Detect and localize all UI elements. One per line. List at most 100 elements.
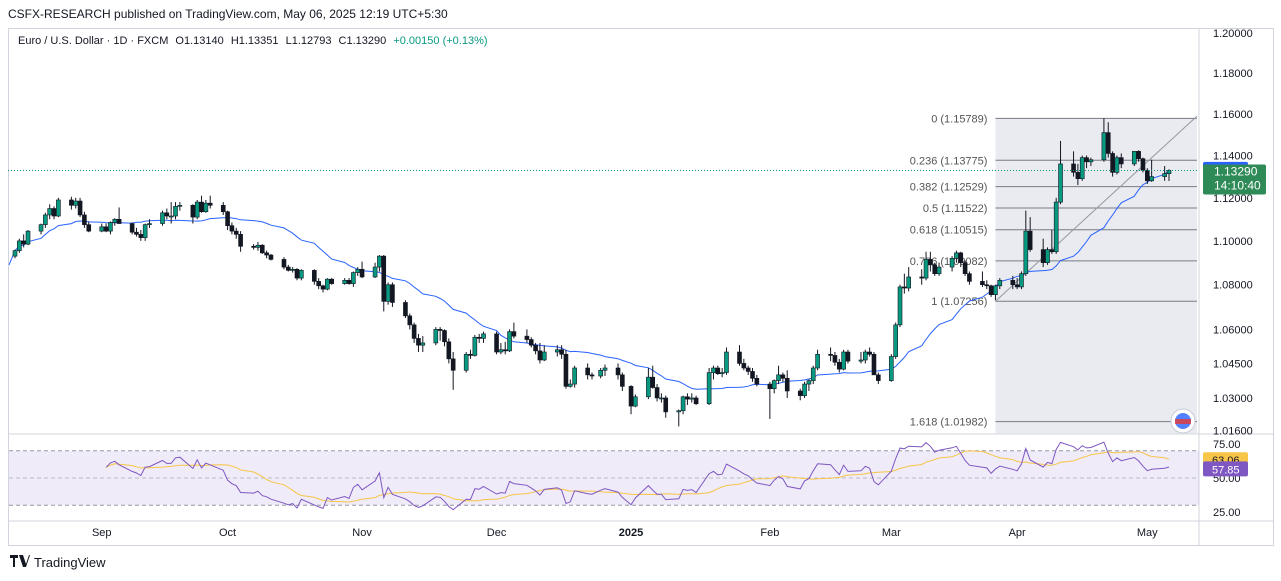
candle-body <box>21 240 26 245</box>
price-tick-label: 1.03000 <box>1213 393 1253 405</box>
candle-body <box>706 372 712 405</box>
candle-body <box>767 383 773 389</box>
candle-body <box>680 396 686 412</box>
candle-body <box>229 225 235 232</box>
candle-body <box>294 268 300 279</box>
candle-body <box>776 374 781 381</box>
candle-body <box>802 383 807 396</box>
time-tick-label: 2025 <box>619 527 643 539</box>
candle-body <box>685 396 690 400</box>
candle-body <box>359 268 365 278</box>
candle-body <box>962 262 968 274</box>
candle-body <box>147 223 152 225</box>
candle-body <box>286 266 291 271</box>
last-price-badge <box>1203 164 1266 195</box>
candle-body <box>433 329 439 344</box>
price-tick-label: 1.12000 <box>1213 193 1253 205</box>
currency-flag-us <box>1175 419 1191 424</box>
candle-body <box>1131 151 1137 165</box>
candle-body <box>281 259 287 268</box>
price-tick-label: 1.18000 <box>1213 68 1253 80</box>
candle-body <box>1027 230 1033 250</box>
candle-body <box>320 285 326 290</box>
footer-brand[interactable]: TradingView <box>10 555 106 570</box>
candle-body <box>659 397 664 400</box>
candle-body <box>1140 158 1146 171</box>
candle-body <box>1162 173 1167 177</box>
candle-body <box>99 226 105 232</box>
candle-body <box>407 315 413 326</box>
candle-body <box>73 200 79 206</box>
candle-body <box>1075 172 1081 180</box>
candle-body <box>472 336 478 356</box>
candle-body <box>47 208 53 216</box>
candle-body <box>845 351 851 362</box>
fib-label: 0.236 (1.13775) <box>910 155 988 167</box>
candle-body <box>446 341 452 360</box>
fib-label: 0.382 (1.12529) <box>910 182 988 194</box>
candle-body <box>663 397 669 413</box>
candle-body <box>207 202 213 206</box>
candle-body <box>741 363 747 369</box>
candle-body <box>12 250 18 257</box>
close-value: C1.13290 <box>338 35 387 47</box>
candle-body <box>108 222 113 232</box>
candle-body <box>1049 249 1055 253</box>
candle-body <box>620 374 625 387</box>
candle-body <box>871 353 877 376</box>
tradingview-logo-icon <box>10 555 30 570</box>
candle-body <box>646 376 651 398</box>
candle-body <box>238 234 243 247</box>
candle-body <box>841 351 846 370</box>
candle-body <box>958 252 964 263</box>
candle-body <box>1079 157 1085 180</box>
open-value: O1.13140 <box>175 35 224 47</box>
candle-body <box>1144 169 1150 182</box>
candle-body <box>25 230 31 245</box>
candle-body <box>541 351 547 361</box>
candle-body <box>650 376 656 388</box>
candle-body <box>220 205 226 213</box>
candle-body <box>897 286 903 326</box>
candle-body <box>919 276 925 279</box>
candle-body <box>134 231 139 235</box>
candle-body <box>828 353 833 356</box>
candle-body <box>693 397 699 405</box>
candle-body <box>737 351 742 364</box>
symbol-label[interactable]: Euro / U.S. Dollar · 1D · FXCM <box>18 35 169 47</box>
candle-body <box>494 333 499 353</box>
candle-body <box>160 212 165 224</box>
candle-body <box>954 252 959 259</box>
candle-body <box>711 367 716 373</box>
candle-body <box>86 224 92 232</box>
candle-body <box>754 378 760 385</box>
candle-body <box>719 372 725 375</box>
candle-body <box>889 356 894 381</box>
candle-body <box>771 380 777 389</box>
time-tick-label: Mar <box>882 527 901 539</box>
candle-body <box>633 396 638 407</box>
candle-body <box>923 259 929 279</box>
rsi-tick-label: 25.00 <box>1213 507 1241 519</box>
candle-body <box>138 234 144 238</box>
candle-body <box>1014 284 1020 288</box>
rsi-line <box>105 441 1170 511</box>
candle-body <box>56 199 61 217</box>
candle-body <box>112 218 118 223</box>
countdown-label: 14:10:40 <box>1214 178 1261 192</box>
candle-body <box>177 205 183 207</box>
fib-label: 0 (1.15789) <box>931 113 987 125</box>
candle-body <box>1088 159 1094 163</box>
candle-body <box>858 359 864 362</box>
time-tick-label: May <box>1137 527 1158 539</box>
fib-background <box>995 118 1197 434</box>
candle-body <box>1040 249 1046 263</box>
candle-body <box>1071 163 1076 173</box>
candle-body <box>103 226 109 232</box>
rsi-tick-label: 75.00 <box>1213 439 1241 451</box>
price-tick-label: 1.08000 <box>1213 280 1253 292</box>
candle-body <box>507 331 512 352</box>
candle-body <box>997 279 1003 287</box>
candle-body <box>906 276 911 289</box>
